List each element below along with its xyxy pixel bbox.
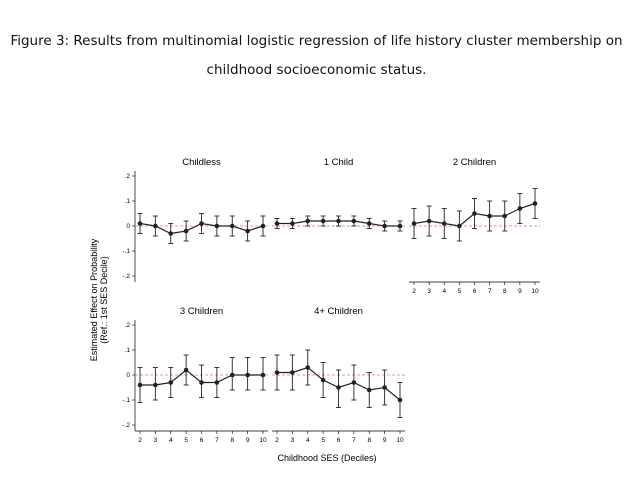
data-point: [214, 380, 220, 385]
x-tick-label: 2: [412, 288, 416, 295]
data-point: [382, 385, 387, 390]
x-tick-label: 8: [230, 437, 234, 444]
data-point: [382, 223, 387, 229]
data-point: [487, 213, 492, 219]
data-point: [168, 380, 174, 385]
x-axis-label: Childhood SES (Deciles): [277, 453, 376, 463]
data-point: [441, 221, 447, 226]
y-tick-label: .1: [125, 198, 131, 205]
panel-title: 1 Child: [324, 157, 354, 168]
x-tick-label: 8: [503, 288, 507, 295]
data-point: [199, 221, 204, 226]
x-tick-label: 5: [458, 288, 462, 295]
panel-title: 2 Children: [453, 157, 496, 168]
panel-childless: Childless -.2 -.1 0 .1 .2: [122, 157, 268, 282]
data-point: [336, 218, 341, 224]
x-tick-label: 4: [169, 437, 173, 444]
y-tick-label: .1: [125, 347, 131, 354]
x-tick-label: 10: [259, 437, 267, 444]
x-tick-label: 6: [473, 288, 477, 295]
data-point: [153, 223, 158, 229]
y-tick-label: 0: [126, 372, 130, 379]
data-point: [411, 221, 417, 226]
data-point: [183, 367, 189, 373]
data-point: [426, 218, 432, 224]
data-point: [305, 365, 311, 370]
data-point: [137, 382, 143, 388]
data-point: [472, 211, 477, 216]
data-point: [153, 382, 158, 388]
x-tick-label: 10: [396, 437, 404, 444]
panel-3-children: 3 Children -.2 -.1 0 .1 .2 2 3 4 5 6 7 8 9 10: [122, 306, 268, 444]
data-point: [260, 372, 266, 378]
x-tick-label: 8: [367, 437, 371, 444]
data-point: [351, 380, 357, 385]
panel-title: Childless: [182, 157, 221, 168]
x-tick-label: 4: [306, 437, 310, 444]
data-point: [183, 228, 189, 234]
data-point: [397, 397, 403, 403]
data-point: [517, 206, 523, 211]
data-point: [245, 228, 250, 234]
y-axis-label-line2: (Ref.: 1st SES Decile): [99, 256, 109, 344]
panel-1-child: 1 Child: [272, 157, 405, 232]
figure-caption-line1: Figure 3: Results from multinomial logis…: [10, 33, 623, 49]
data-point: [366, 387, 372, 393]
data-point: [320, 377, 326, 383]
data-point: [274, 221, 280, 226]
data-point: [214, 223, 220, 229]
data-point: [336, 385, 341, 390]
data-point: [290, 221, 295, 226]
data-point: [305, 218, 311, 224]
x-tick-label: 9: [383, 437, 387, 444]
x-tick-label: 9: [246, 437, 250, 444]
x-tick-label: 7: [352, 437, 356, 444]
panel-4-children: 4+ Children 2 3 4 5 6 7 8 9 10: [272, 306, 405, 444]
data-point: [245, 372, 250, 378]
data-point: [199, 380, 204, 385]
panel-2-children: 2 Children 2 3 4 5 6 7 8 9 10: [409, 157, 540, 295]
y-tick-label: 0: [126, 223, 130, 230]
data-point: [320, 218, 326, 224]
data-point: [229, 223, 235, 229]
y-tick-label: -.2: [122, 422, 130, 429]
data-point: [366, 221, 372, 226]
x-tick-label: 3: [291, 437, 295, 444]
y-tick-label: .2: [125, 322, 131, 329]
panel-title: 3 Children: [180, 306, 223, 317]
data-point: [457, 223, 462, 229]
data-point: [351, 218, 357, 224]
x-tick-label: 5: [184, 437, 188, 444]
data-point: [168, 231, 174, 236]
y-tick-label: -.1: [122, 248, 130, 255]
panel-title: 4+ Children: [314, 306, 363, 317]
data-point: [502, 213, 508, 219]
data-point: [274, 370, 280, 375]
x-tick-label: 4: [442, 288, 446, 295]
y-axis-label-line1: Estimated Effect on Probability: [89, 238, 99, 361]
figure-caption-line2: childhood socioeconomic status.: [206, 62, 427, 78]
x-tick-label: 9: [518, 288, 522, 295]
data-point: [229, 372, 235, 378]
y-tick-label: -.1: [122, 397, 130, 404]
x-tick-label: 2: [138, 437, 142, 444]
x-tick-label: 3: [154, 437, 158, 444]
x-tick-label: 3: [427, 288, 431, 295]
data-point: [137, 221, 143, 226]
data-point: [290, 370, 295, 375]
x-tick-label: 7: [488, 288, 492, 295]
x-tick-label: 2: [275, 437, 279, 444]
x-tick-label: 5: [321, 437, 325, 444]
data-point: [260, 223, 266, 229]
x-tick-label: 10: [531, 288, 539, 295]
y-tick-label: -.2: [122, 273, 130, 280]
x-tick-label: 6: [200, 437, 204, 444]
x-tick-label: 7: [215, 437, 219, 444]
x-tick-label: 6: [337, 437, 341, 444]
data-point: [397, 223, 403, 229]
data-point: [532, 201, 538, 206]
y-tick-label: .2: [125, 173, 131, 180]
